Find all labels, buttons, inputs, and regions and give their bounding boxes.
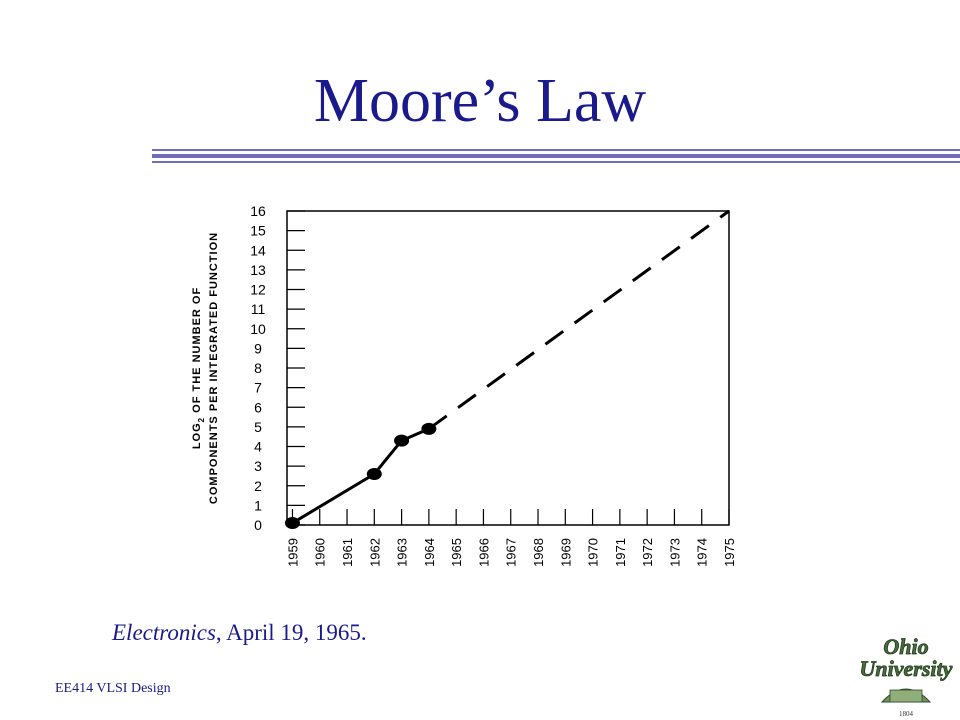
y-axis-label-line1: LOG2 OF THE NUMBER OF xyxy=(191,287,206,449)
y-tick-label: 6 xyxy=(254,399,262,415)
measured-line xyxy=(291,427,430,525)
x-tick-label: 1966 xyxy=(476,538,491,567)
x-tick-label: 1967 xyxy=(504,538,519,567)
y-tick-label: 14 xyxy=(250,242,266,258)
caption-publication: Electronics xyxy=(112,620,216,645)
x-tick-label: 1970 xyxy=(586,538,601,567)
y-tick-label: 15 xyxy=(250,223,266,239)
ohio-university-logo: Ohio University 1804 xyxy=(859,634,953,718)
y-axis-label: LOG2 OF THE NUMBER OF COMPONENTS PER INT… xyxy=(191,232,220,504)
data-point xyxy=(394,434,410,447)
logo-word-university: University xyxy=(860,656,953,681)
x-tick-label: 1962 xyxy=(367,538,382,567)
title-rule-middle xyxy=(152,154,960,158)
source-caption: Electronics, April 19, 1965. xyxy=(112,620,367,646)
x-tick-label: 1965 xyxy=(449,538,464,567)
x-tick-label: 1972 xyxy=(640,538,655,567)
x-tick-label: 1975 xyxy=(722,538,737,567)
data-point xyxy=(366,467,382,480)
y-tick-label: 9 xyxy=(254,340,262,356)
x-tick-label: 1963 xyxy=(395,538,410,567)
y-tick-label: 0 xyxy=(254,517,262,533)
title-rule-top xyxy=(152,149,960,151)
y-tick-label: 13 xyxy=(250,262,266,278)
y-tick-label: 3 xyxy=(254,458,262,474)
x-tick-label: 1971 xyxy=(613,538,628,567)
y-axis-label-line2: COMPONENTS PER INTEGRATED FUNCTION xyxy=(208,232,220,504)
x-tick-label: 1974 xyxy=(695,538,710,567)
y-tick-label: 12 xyxy=(250,282,266,298)
data-point xyxy=(284,517,300,530)
projection-line xyxy=(427,209,730,431)
course-footer: EE414 VLSI Design xyxy=(55,681,171,696)
y-tick-label: 7 xyxy=(254,380,262,396)
y-tick-label: 11 xyxy=(251,301,266,317)
y-tick-label: 1 xyxy=(254,497,262,513)
y-tick-label: 8 xyxy=(254,360,262,376)
y-tick-label: 10 xyxy=(250,321,266,337)
logo-word-ohio: Ohio xyxy=(883,634,928,659)
y-tick-label: 2 xyxy=(254,478,262,494)
chart-series xyxy=(284,209,730,530)
caption-date: , April 19, 1965. xyxy=(215,620,367,645)
x-tick-label: 1968 xyxy=(531,538,546,567)
x-tick-label: 1973 xyxy=(667,538,682,567)
title-rule-bottom xyxy=(152,161,960,163)
x-tick-label: 1969 xyxy=(558,538,573,567)
logo-year: 1804 xyxy=(899,710,914,718)
logo-building xyxy=(889,689,923,703)
y-tick-label: 5 xyxy=(254,419,262,435)
x-tick-label: 1961 xyxy=(340,538,355,567)
x-tick-label: 1964 xyxy=(422,538,437,567)
slide-title: Moore’s Law xyxy=(313,67,647,135)
x-tick-label: 1960 xyxy=(313,538,328,567)
x-tick-label: 1959 xyxy=(285,538,300,567)
y-tick-label: 4 xyxy=(254,439,262,455)
y-tick-label: 16 xyxy=(250,203,266,219)
